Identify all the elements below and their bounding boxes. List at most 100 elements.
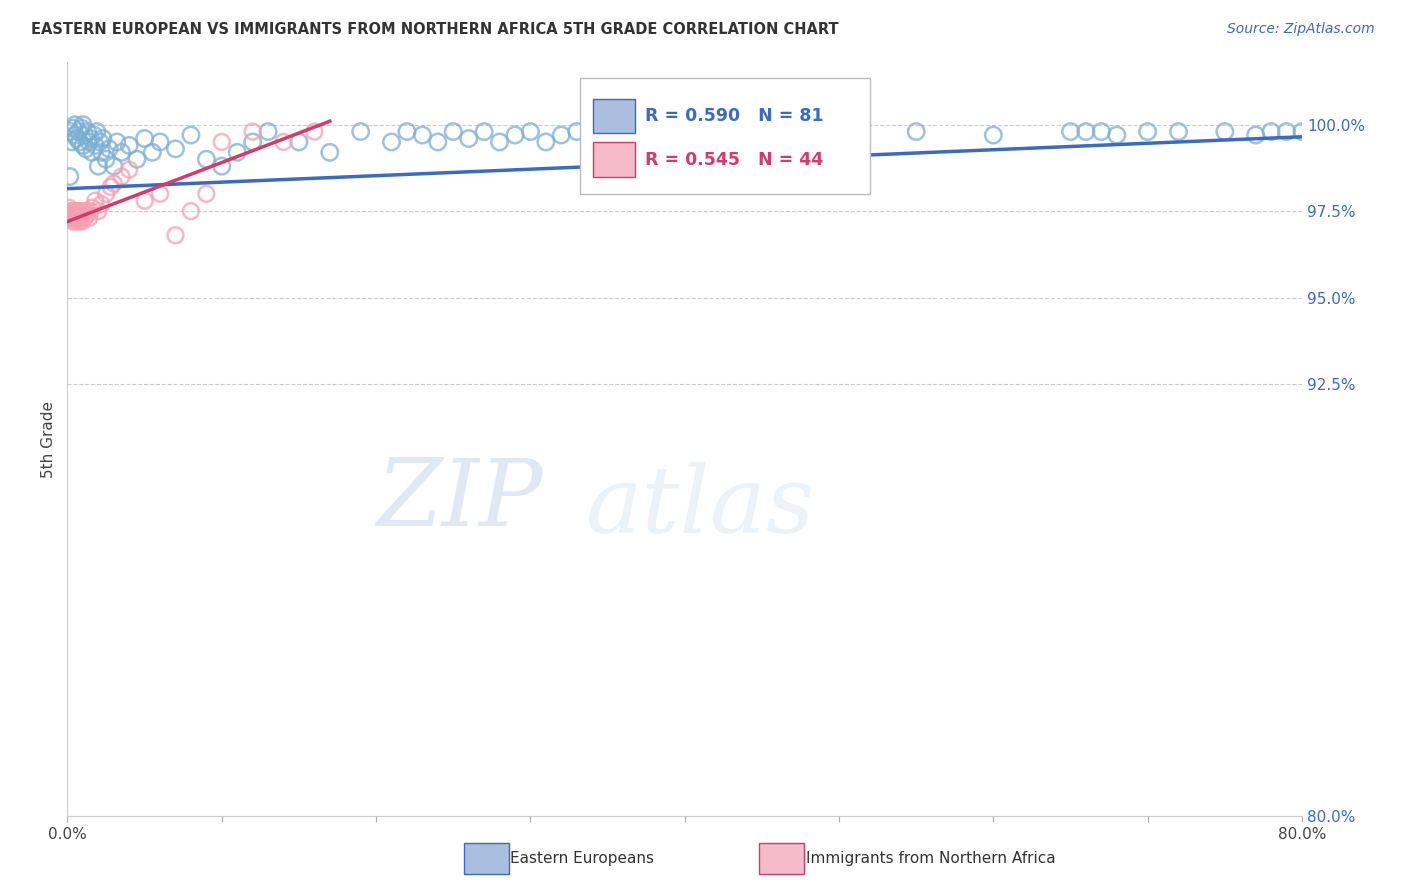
Point — [62, 121, 84, 136]
Point — [66, 131, 89, 145]
Point — [565, 125, 588, 139]
Point — [612, 131, 634, 145]
Point — [118, 138, 141, 153]
Point — [98, 142, 121, 156]
Point — [149, 186, 172, 201]
Point — [84, 138, 107, 153]
Point — [59, 208, 82, 222]
Point — [643, 125, 665, 139]
Point — [67, 204, 90, 219]
Point — [79, 204, 101, 219]
Point — [195, 186, 218, 201]
Text: R = 0.545   N = 44: R = 0.545 N = 44 — [645, 151, 824, 169]
Point — [1275, 125, 1298, 139]
Point — [288, 135, 311, 149]
Point — [766, 135, 789, 149]
Point — [69, 208, 91, 222]
Point — [73, 211, 96, 225]
Point — [70, 214, 93, 228]
Point — [905, 125, 928, 139]
Point — [319, 145, 342, 160]
Point — [63, 128, 86, 142]
Point — [673, 135, 696, 149]
Point — [195, 153, 218, 167]
Point — [134, 194, 156, 208]
Point — [59, 204, 82, 219]
Point — [395, 125, 418, 139]
Point — [103, 159, 125, 173]
Point — [63, 118, 86, 132]
Point — [59, 169, 82, 184]
Point — [797, 128, 820, 142]
Point — [67, 214, 90, 228]
Point — [82, 145, 104, 160]
Point — [118, 162, 141, 177]
Text: Eastern Europeans: Eastern Europeans — [510, 851, 654, 866]
Point — [83, 128, 105, 142]
Point — [94, 153, 117, 167]
Text: EASTERN EUROPEAN VS IMMIGRANTS FROM NORTHERN AFRICA 5TH GRADE CORRELATION CHART: EASTERN EUROPEAN VS IMMIGRANTS FROM NORT… — [31, 22, 838, 37]
Point — [828, 125, 851, 139]
Point — [60, 135, 83, 149]
Point — [59, 211, 82, 225]
Point — [62, 208, 84, 222]
FancyBboxPatch shape — [464, 844, 509, 873]
Point — [242, 135, 264, 149]
Point — [100, 180, 122, 194]
Point — [84, 194, 107, 208]
Point — [76, 125, 98, 139]
Point — [1059, 125, 1081, 139]
Point — [211, 159, 233, 173]
Point — [63, 204, 86, 219]
Point — [180, 128, 202, 142]
Point — [426, 135, 449, 149]
Point — [165, 142, 187, 156]
Point — [59, 125, 82, 139]
Point — [534, 135, 557, 149]
Text: ZIP: ZIP — [377, 455, 543, 545]
Text: Source: ZipAtlas.com: Source: ZipAtlas.com — [1227, 22, 1375, 37]
Point — [273, 135, 295, 149]
Point — [62, 214, 84, 228]
Point — [1260, 125, 1282, 139]
Point — [226, 145, 249, 160]
Point — [86, 125, 108, 139]
Point — [70, 204, 93, 219]
Point — [110, 169, 132, 184]
Point — [66, 208, 89, 222]
Point — [242, 125, 264, 139]
Point — [89, 135, 111, 149]
Point — [94, 186, 117, 201]
Text: R = 0.590   N = 81: R = 0.590 N = 81 — [645, 107, 824, 125]
Point — [149, 135, 172, 149]
Point — [67, 125, 90, 139]
Point — [105, 135, 128, 149]
Point — [66, 211, 89, 225]
Point — [211, 135, 233, 149]
Point — [79, 131, 101, 145]
Point — [441, 125, 464, 139]
Point — [87, 204, 110, 219]
Point — [350, 125, 373, 139]
Point — [63, 211, 86, 225]
Point — [596, 125, 619, 139]
Point — [58, 201, 80, 215]
Point — [165, 228, 187, 243]
Point — [1167, 125, 1189, 139]
Point — [380, 135, 402, 149]
FancyBboxPatch shape — [593, 143, 636, 177]
Text: atlas: atlas — [586, 462, 815, 552]
Point — [69, 135, 91, 149]
Point — [704, 128, 727, 142]
Point — [82, 201, 104, 215]
Point — [72, 138, 94, 153]
Point — [472, 125, 495, 139]
Point — [1090, 125, 1112, 139]
Point — [1074, 125, 1097, 139]
Point — [519, 125, 541, 139]
Point — [503, 128, 526, 142]
Point — [58, 208, 80, 222]
Point — [180, 204, 202, 219]
Point — [77, 135, 100, 149]
Point — [1244, 128, 1267, 142]
